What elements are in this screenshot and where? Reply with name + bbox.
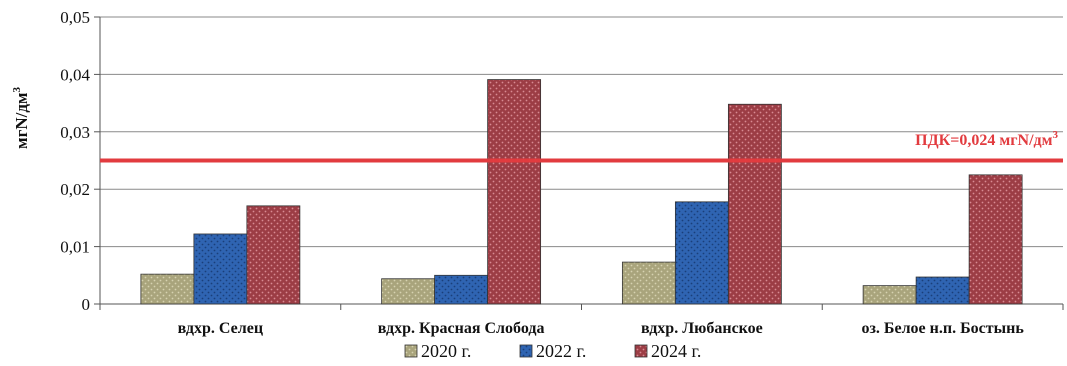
bar-3-2 <box>487 79 542 305</box>
bar-1-3 <box>621 261 676 305</box>
legend-label: 2024 г. <box>651 341 701 361</box>
x-tick-label: вдхр. Любанское <box>641 320 763 337</box>
bar-2-1 <box>193 233 248 305</box>
legend: 2020 г. 2022 г. 2024 г. <box>404 341 701 361</box>
y-axis-label: мгN/дм3 <box>11 87 31 149</box>
y-tick-labels: 0 0,01 0,02 0,03 0,04 0,05 <box>60 8 90 314</box>
legend-swatch <box>404 344 418 358</box>
bar-3-4 <box>968 174 1023 305</box>
legend-swatch <box>634 344 648 358</box>
y-axis-label-text: мгN/дм <box>12 92 31 149</box>
y-tick-label: 0,02 <box>60 180 90 199</box>
reference-line-label: ПДК=0,024 мгN/дм3 <box>915 129 1058 149</box>
legend-item: 2022 г. <box>519 341 586 361</box>
reference-line-label-text: ПДК=0,024 мгN/дм <box>915 132 1052 149</box>
bar-1-1 <box>140 273 195 305</box>
bar-3-3 <box>727 103 782 305</box>
legend-label: 2022 г. <box>536 341 586 361</box>
legend-swatch <box>519 344 533 358</box>
bars <box>140 79 1023 305</box>
bar-2-4 <box>915 276 970 305</box>
category-labels: вдхр. Селец вдхр. Красная Слобода вдхр. Лю… <box>178 320 1025 337</box>
bar-1-4 <box>862 285 917 305</box>
y-axis-label-sup: 3 <box>11 87 23 93</box>
x-tick-label: вдхр. Красная Слобода <box>378 320 545 337</box>
y-tick-label: 0,05 <box>60 8 90 27</box>
x-tick-label: вдхр. Селец <box>178 320 263 337</box>
y-tick-label: 0,01 <box>60 238 90 257</box>
bar-2-2 <box>434 274 489 305</box>
y-tick-label: 0,04 <box>60 65 90 84</box>
reference-line-label-sup: 3 <box>1053 129 1059 141</box>
legend-item: 2020 г. <box>404 341 471 361</box>
bar-3-1 <box>246 205 301 305</box>
y-tick-label: 0 <box>82 295 91 314</box>
y-tick-label: 0,03 <box>60 123 90 142</box>
legend-item: 2024 г. <box>634 341 701 361</box>
bar-1-2 <box>381 278 436 305</box>
reference-line-group: ПДК=0,024 мгN/дм3 <box>100 129 1063 163</box>
legend-label: 2020 г. <box>421 341 471 361</box>
x-tick-label: оз. Белое н.п. Бостынь <box>861 320 1024 337</box>
bar-2-3 <box>674 201 729 305</box>
